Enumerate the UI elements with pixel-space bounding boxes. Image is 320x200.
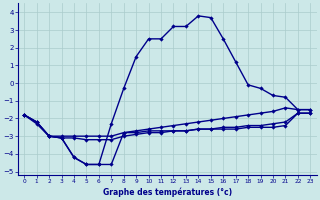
X-axis label: Graphe des températures (°c): Graphe des températures (°c) [103, 187, 232, 197]
